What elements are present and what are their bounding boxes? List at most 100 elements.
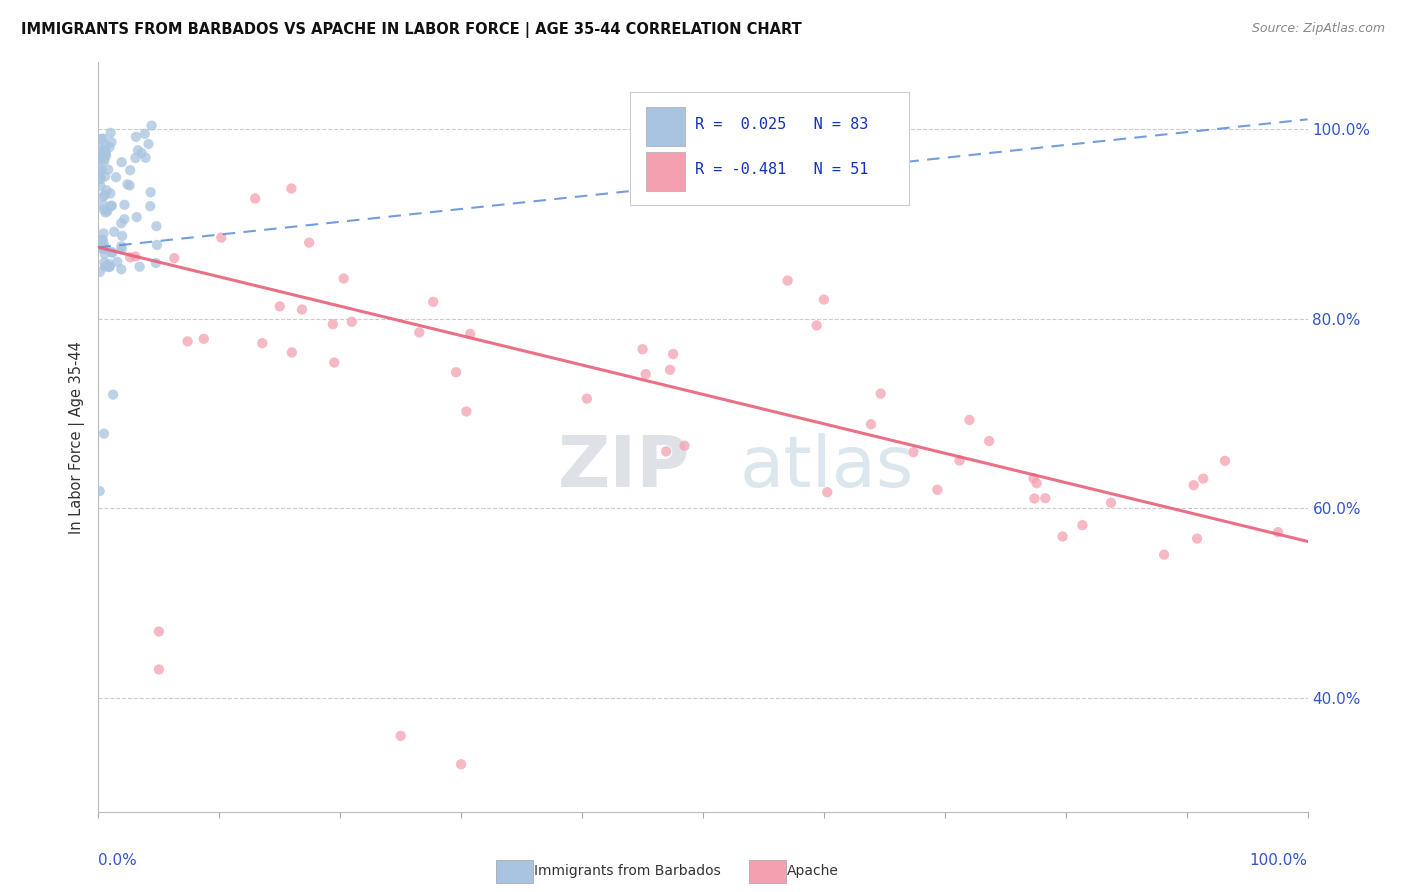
Point <box>93 188 115 202</box>
Y-axis label: In Labor Force | Age 35-44: In Labor Force | Age 35-44 <box>69 341 86 533</box>
Point <box>134 127 156 141</box>
Point <box>141 119 163 133</box>
Point <box>93 237 115 252</box>
Point <box>89 484 111 499</box>
Point <box>90 172 112 186</box>
Point <box>89 153 111 167</box>
Text: 100.0%: 100.0% <box>1250 853 1308 868</box>
Point <box>101 245 124 260</box>
FancyBboxPatch shape <box>647 153 685 191</box>
Point <box>1182 478 1205 492</box>
Point <box>145 219 167 234</box>
Point <box>96 204 118 219</box>
Point <box>813 293 835 307</box>
Point <box>93 247 115 261</box>
Point <box>94 260 117 274</box>
Point <box>90 163 112 178</box>
Point <box>96 183 118 197</box>
Point <box>117 178 139 192</box>
Point <box>94 139 117 153</box>
Point <box>94 148 117 162</box>
Point <box>575 392 598 406</box>
Point <box>89 152 111 166</box>
Point <box>979 434 1001 448</box>
Point <box>193 332 215 346</box>
Point <box>139 186 162 200</box>
Point <box>93 154 115 169</box>
Point <box>112 212 135 227</box>
Point <box>163 251 186 265</box>
Point <box>110 262 132 277</box>
Point <box>340 315 363 329</box>
Point <box>91 190 114 204</box>
Point <box>89 141 111 155</box>
Point <box>145 256 167 270</box>
Point <box>776 274 799 288</box>
Point <box>128 260 150 274</box>
Point <box>662 347 685 361</box>
Point <box>948 453 970 467</box>
Point <box>135 151 157 165</box>
Point <box>94 205 117 219</box>
Point <box>91 233 114 247</box>
Point <box>631 342 654 356</box>
Point <box>120 163 142 178</box>
Point <box>91 144 114 158</box>
Point <box>280 181 302 195</box>
Point <box>96 259 118 273</box>
Point <box>298 235 321 250</box>
Point <box>1153 548 1175 562</box>
Point <box>89 151 111 165</box>
Point <box>322 318 344 332</box>
Point <box>91 131 114 145</box>
Point <box>101 387 124 401</box>
Point <box>97 162 120 177</box>
Point <box>806 318 828 333</box>
Point <box>105 255 128 269</box>
Point <box>100 126 122 140</box>
Point <box>269 299 291 313</box>
Point <box>450 757 472 772</box>
Point <box>815 485 838 500</box>
Point <box>444 365 467 379</box>
Text: R = -0.481   N = 51: R = -0.481 N = 51 <box>695 162 868 178</box>
Point <box>655 444 678 458</box>
Text: IMMIGRANTS FROM BARBADOS VS APACHE IN LABOR FORCE | AGE 35-44 CORRELATION CHART: IMMIGRANTS FROM BARBADOS VS APACHE IN LA… <box>21 22 801 38</box>
Point <box>1025 476 1047 491</box>
Point <box>110 239 132 253</box>
Point <box>1192 472 1215 486</box>
Point <box>100 135 122 149</box>
Point <box>94 242 117 256</box>
Point <box>97 260 120 274</box>
Point <box>124 151 146 165</box>
Point <box>291 302 314 317</box>
Point <box>127 143 149 157</box>
Point <box>1267 525 1289 540</box>
Point <box>148 663 170 677</box>
Point <box>94 169 117 184</box>
Point <box>98 257 121 271</box>
Point <box>94 145 117 159</box>
Point <box>408 326 430 340</box>
Point <box>118 178 141 193</box>
Point <box>93 227 115 241</box>
Point <box>1033 491 1056 506</box>
Point <box>93 152 115 166</box>
Point <box>89 150 111 164</box>
Point <box>100 199 122 213</box>
Point <box>332 271 354 285</box>
Point <box>1185 532 1208 546</box>
Point <box>209 230 232 244</box>
Point <box>869 386 891 401</box>
Point <box>110 216 132 230</box>
Point <box>243 192 266 206</box>
Point <box>124 250 146 264</box>
Point <box>148 624 170 639</box>
Text: Immigrants from Barbados: Immigrants from Barbados <box>534 864 721 879</box>
Point <box>138 136 160 151</box>
Point <box>859 417 882 432</box>
Point <box>114 198 136 212</box>
Point <box>105 170 128 185</box>
Point <box>659 363 682 377</box>
Text: ZIP: ZIP <box>558 433 690 501</box>
